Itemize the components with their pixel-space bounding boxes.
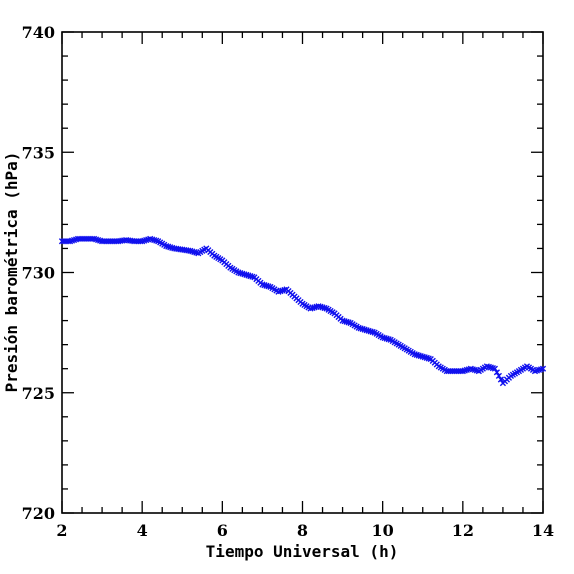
y-tick-label: 740 [22,23,55,42]
y-tick-label: 725 [22,384,55,403]
data-point [493,369,500,376]
data-point [491,365,498,372]
data-point [539,365,547,372]
y-tick-label: 735 [22,143,55,162]
data-points [58,235,547,387]
tick-labels: 2 4 6 8 10 12 14 720 725 730 735 740 [22,23,555,540]
x-tick-label: 4 [137,521,148,540]
plot-frame [61,31,544,514]
x-tick-label: 14 [532,521,554,540]
y-tick-label: 730 [22,264,55,283]
y-axis-title: Presión barométrica (hPa) [2,152,21,393]
x-axis-title: Tiempo Universal (h) [206,542,399,561]
axis-ticks [61,31,544,514]
x-tick-label: 10 [372,521,394,540]
x-tick-label: 12 [452,521,474,540]
data-point [495,372,503,380]
y-tick-label: 720 [22,504,55,523]
x-tick-label: 8 [297,521,308,540]
data-point [497,376,505,383]
x-tick-label: 2 [56,521,67,540]
x-tick-label: 6 [217,521,228,540]
